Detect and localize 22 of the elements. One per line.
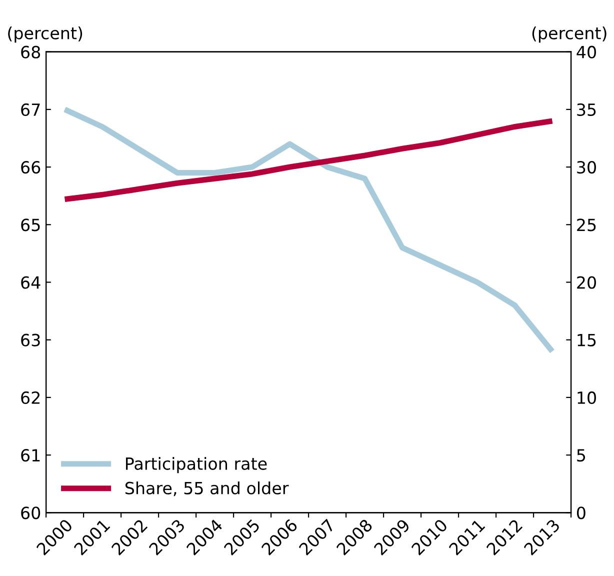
y-tick-label: 68 xyxy=(21,46,40,58)
y-tick-label: 60 xyxy=(21,506,40,520)
y2-axis-title: (percent) xyxy=(532,26,606,43)
y2-tick-label: 25 xyxy=(577,218,596,232)
y-tick-label: 62 xyxy=(21,391,40,404)
y2-tick-label: 40 xyxy=(576,46,596,58)
legend-label: Share, 55 and older xyxy=(125,482,289,496)
y-tick-label: 63 xyxy=(21,334,40,346)
y2-tick-label: 0 xyxy=(576,506,586,520)
y-axis-title: (percent) xyxy=(8,26,82,43)
y2-tick-label: 5 xyxy=(577,449,586,462)
y2-tick-label: 30 xyxy=(577,161,596,174)
y2-tick-label: 10 xyxy=(578,391,596,404)
y2-tick-label: 20 xyxy=(577,276,596,289)
y-tick-label: 65 xyxy=(21,218,40,232)
y-tick-label: 66 xyxy=(21,161,40,174)
y-tick-label: 61 xyxy=(21,449,40,462)
y-tick-label: 64 xyxy=(21,276,40,289)
y2-tick-label: 35 xyxy=(577,103,596,116)
legend-label: Participation rate xyxy=(126,457,267,474)
y-tick-label: 67 xyxy=(21,103,40,116)
y2-tick-label: 15 xyxy=(578,334,596,346)
